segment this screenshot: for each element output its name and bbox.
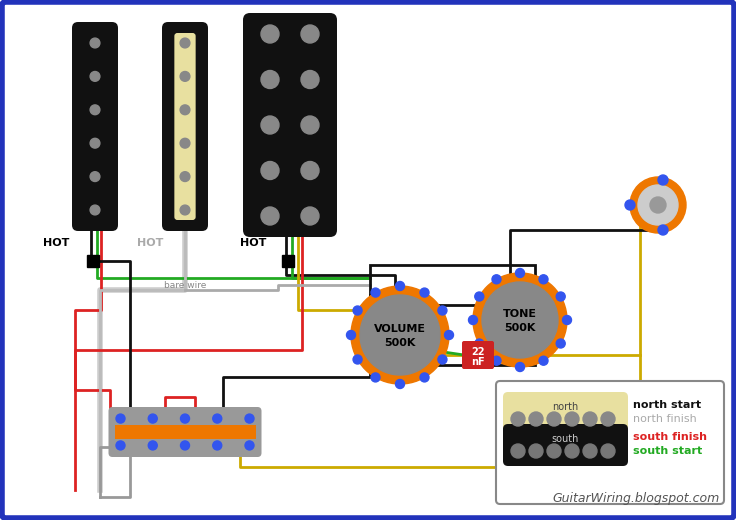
FancyBboxPatch shape [496,381,724,504]
Circle shape [515,268,525,278]
Circle shape [301,25,319,43]
Circle shape [180,72,190,81]
Circle shape [90,105,100,115]
Circle shape [638,185,678,225]
FancyBboxPatch shape [174,33,196,220]
Circle shape [180,105,190,115]
Circle shape [90,172,100,181]
Circle shape [180,414,189,423]
Circle shape [90,72,100,81]
Circle shape [360,295,440,375]
Circle shape [245,414,254,423]
FancyBboxPatch shape [503,424,628,466]
Circle shape [492,275,501,284]
Circle shape [475,292,484,301]
Circle shape [420,373,429,382]
Text: GuitarWiring.blogspot.com: GuitarWiring.blogspot.com [553,492,720,505]
Circle shape [473,273,567,367]
Circle shape [565,412,579,426]
Circle shape [148,441,158,450]
Circle shape [395,380,405,388]
Circle shape [395,281,405,291]
Circle shape [245,441,254,450]
Circle shape [511,412,525,426]
Circle shape [261,71,279,88]
Circle shape [492,356,501,365]
Circle shape [475,339,484,348]
Text: 500K: 500K [504,323,536,333]
Text: south start: south start [633,446,702,456]
Circle shape [625,200,635,210]
Bar [370,265,535,365]
Text: 500K: 500K [384,338,416,348]
Circle shape [583,412,597,426]
Circle shape [658,225,668,235]
Circle shape [511,444,525,458]
FancyBboxPatch shape [503,392,628,434]
Circle shape [556,339,565,348]
FancyBboxPatch shape [108,407,261,457]
Text: north finish: north finish [633,414,697,424]
Text: HOT: HOT [137,238,163,248]
Circle shape [601,444,615,458]
Circle shape [547,412,561,426]
Circle shape [601,412,615,426]
Circle shape [650,197,666,213]
Circle shape [301,116,319,134]
Circle shape [562,316,571,324]
Circle shape [529,444,543,458]
Circle shape [180,172,190,181]
Text: south finish: south finish [633,432,707,442]
Circle shape [347,331,355,340]
FancyBboxPatch shape [72,22,118,231]
Circle shape [301,71,319,88]
Circle shape [180,38,190,48]
Text: 22: 22 [471,347,485,357]
Circle shape [556,292,565,301]
Circle shape [420,288,429,297]
Circle shape [90,38,100,48]
Circle shape [90,138,100,148]
Circle shape [213,441,222,450]
Bar [115,425,255,439]
Circle shape [547,444,561,458]
Circle shape [301,162,319,179]
Text: north start: north start [633,400,701,410]
Circle shape [301,207,319,225]
Circle shape [482,282,558,358]
Circle shape [539,356,548,365]
FancyBboxPatch shape [162,22,208,231]
FancyBboxPatch shape [243,13,337,237]
Circle shape [180,205,190,215]
Circle shape [529,412,543,426]
Circle shape [438,306,447,315]
Circle shape [469,316,478,324]
Circle shape [261,207,279,225]
Text: bare wire: bare wire [164,280,206,290]
Circle shape [116,414,125,423]
Circle shape [261,116,279,134]
Text: HOT: HOT [43,238,69,248]
Text: TONE: TONE [503,309,537,319]
Text: nF: nF [471,357,485,367]
Circle shape [539,275,548,284]
Circle shape [351,286,449,384]
Circle shape [630,177,686,233]
Bar [282,255,294,267]
Circle shape [438,355,447,364]
Circle shape [658,175,668,185]
Circle shape [261,25,279,43]
Text: VOLUME: VOLUME [374,324,426,334]
Circle shape [261,162,279,179]
Circle shape [371,373,380,382]
Circle shape [353,306,362,315]
Bar [87,255,99,267]
Circle shape [90,205,100,215]
FancyBboxPatch shape [462,341,494,369]
Circle shape [515,362,525,371]
Circle shape [148,414,158,423]
Text: south: south [552,434,579,444]
Circle shape [116,441,125,450]
Circle shape [180,138,190,148]
